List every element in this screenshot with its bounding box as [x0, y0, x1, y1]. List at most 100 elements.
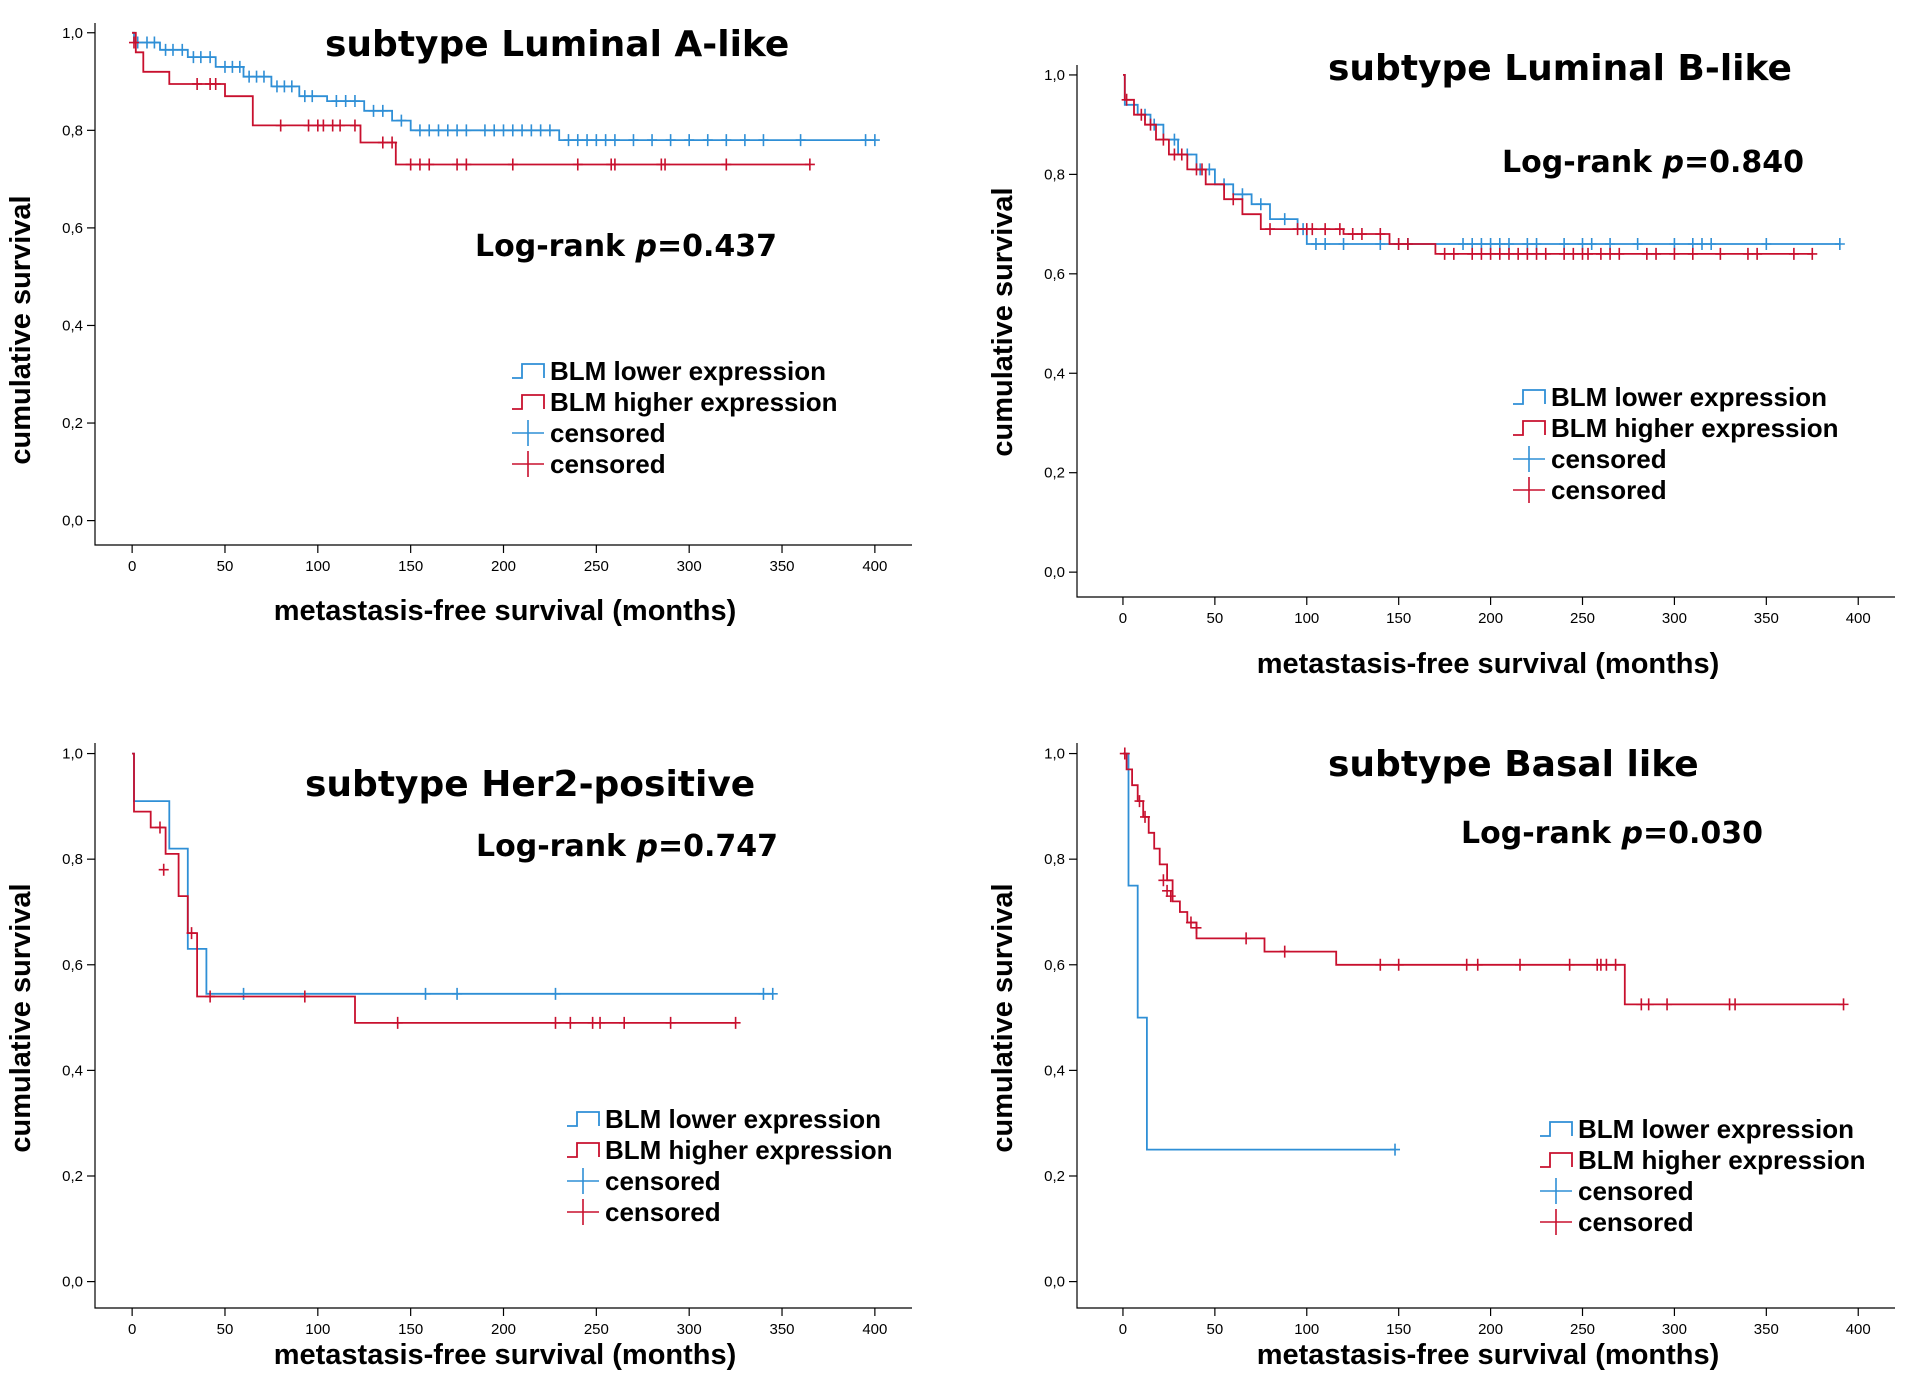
censored-mark	[349, 119, 360, 132]
x-tick-label: 0	[128, 1321, 136, 1338]
x-tick-label: 300	[1662, 610, 1687, 627]
censored-mark	[1375, 228, 1386, 241]
pvalue-label: Log-rank	[1502, 145, 1662, 180]
legend-censored-icon	[512, 451, 544, 477]
y-tick-label: 0,2	[1044, 465, 1065, 482]
censored-mark	[1515, 958, 1526, 971]
censored-mark	[1761, 237, 1772, 250]
censored-mark	[1320, 223, 1331, 236]
legend-step-icon	[567, 1111, 600, 1127]
legend-label: censored	[1578, 1176, 1694, 1206]
censored-mark	[1614, 247, 1625, 260]
censored-mark	[1347, 228, 1358, 241]
x-tick-label: 350	[770, 1321, 795, 1338]
censored-mark	[1632, 237, 1643, 250]
y-tick-label: 0,2	[62, 415, 83, 432]
censored-mark	[387, 136, 398, 149]
y-tick-label: 0,0	[1044, 564, 1065, 581]
censored-mark	[158, 863, 169, 876]
pvalue-label: Log-rank	[475, 229, 635, 264]
censored-mark	[1807, 247, 1818, 260]
censored-mark	[1145, 118, 1156, 131]
censored-mark	[1185, 916, 1196, 929]
censored-mark	[433, 124, 444, 137]
legend-label: BLM lower expression	[550, 356, 826, 386]
y-tick-label: 0,6	[1044, 266, 1065, 283]
x-tick-label: 100	[1294, 610, 1319, 627]
censored-mark	[860, 134, 871, 147]
censored-mark	[1241, 932, 1252, 945]
y-tick-label: 1,0	[1044, 67, 1065, 84]
censored-mark	[149, 36, 160, 49]
pvalue-value: =0.840	[1684, 145, 1804, 180]
km-curve-lower-expression	[1123, 752, 1395, 1151]
censored-mark	[550, 1016, 561, 1029]
km-curve-higher-expression	[132, 752, 736, 1024]
x-tick-label: 400	[1846, 1321, 1871, 1338]
censored-mark	[1165, 890, 1176, 903]
censored-mark	[234, 60, 245, 73]
legend-label: censored	[550, 418, 666, 448]
km-curve-higher-expression	[1123, 752, 1844, 1006]
censored-mark	[1742, 247, 1753, 260]
censored-mark	[1601, 958, 1612, 971]
pvalue-p: p	[1620, 816, 1642, 851]
y-tick-label: 0,2	[62, 1168, 83, 1185]
x-tick-label: 0	[1119, 610, 1127, 627]
km-panel-4: 0,0 0,2 0,4 0,6 0,8 1,0 0 50 100 150 200 250 300 350 4…	[987, 743, 1895, 1371]
logrank-pvalue: Log-rank p=0.437	[475, 229, 777, 264]
chart-title: subtype Luminal A-like	[325, 24, 789, 65]
censored-mark	[392, 1016, 403, 1029]
chart-title: subtype Basal like	[1328, 744, 1699, 785]
y-tick-label: 0,6	[62, 957, 83, 974]
censored-mark	[1356, 228, 1367, 241]
logrank-pvalue: Log-rank p=0.747	[476, 829, 778, 864]
pvalue-value: =0.747	[658, 829, 778, 864]
x-tick-label: 250	[584, 1321, 609, 1338]
censored-mark	[1140, 810, 1151, 823]
y-tick-label: 0,8	[1044, 166, 1065, 183]
censored-mark	[600, 134, 611, 147]
legend-censored-icon	[1513, 477, 1545, 503]
censored-mark	[1228, 193, 1239, 206]
censored-mark	[461, 124, 472, 137]
censored-mark	[665, 134, 676, 147]
censored-mark	[340, 95, 351, 108]
censored-mark	[1134, 795, 1145, 808]
censored-mark	[1834, 237, 1845, 250]
y-tick-label: 0,0	[62, 1274, 83, 1291]
censored-mark	[303, 119, 314, 132]
censored-mark	[1583, 247, 1594, 260]
censored-mark	[739, 134, 750, 147]
y-tick-label: 0,4	[62, 1062, 83, 1079]
x-tick-label: 300	[677, 558, 702, 575]
km-panel-1: 0,0 0,2 0,4 0,6 0,8 1,0 0 50 100 150 200 250 300 350 4…	[5, 23, 912, 627]
pvalue-p: p	[635, 829, 657, 864]
x-axis-label: metastasis-free survival (months)	[1257, 648, 1720, 680]
censored-mark	[535, 124, 546, 137]
censored-mark	[498, 124, 509, 137]
x-tick-label: 200	[491, 558, 516, 575]
censored-mark	[442, 124, 453, 137]
censored-mark	[1136, 108, 1147, 121]
censored-mark	[1706, 237, 1717, 250]
censored-mark	[1494, 247, 1505, 260]
y-tick-label: 0,8	[1044, 851, 1065, 868]
censored-mark	[1439, 247, 1450, 260]
censored-mark	[1641, 247, 1652, 260]
legend-label: BLM lower expression	[605, 1104, 881, 1134]
censored-mark	[721, 158, 732, 171]
legend-censored-icon	[567, 1168, 599, 1194]
censored-mark	[582, 134, 593, 147]
x-tick-label: 0	[128, 558, 136, 575]
censored-mark	[1472, 958, 1483, 971]
censored-mark	[1334, 223, 1345, 236]
censored-mark	[1402, 237, 1413, 250]
censored-mark	[544, 124, 555, 137]
censored-mark	[1279, 945, 1290, 958]
km-panel-3: 0,0 0,2 0,4 0,6 0,8 1,0 0 50 100 150 200 250 300 350 4…	[5, 743, 912, 1371]
x-tick-label: 0	[1119, 1321, 1127, 1338]
legend-label: BLM higher expression	[550, 387, 838, 417]
censored-mark	[1458, 237, 1469, 250]
